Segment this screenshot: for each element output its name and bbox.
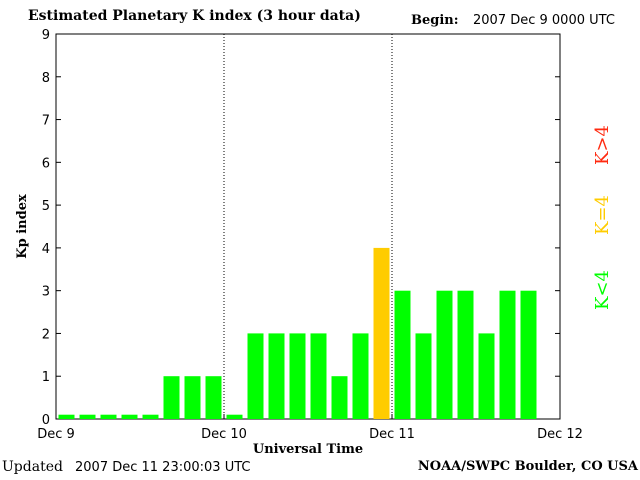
kp-bar <box>499 290 516 419</box>
legend-item: K<4 <box>592 270 613 310</box>
y-tick-label: 5 <box>42 199 50 214</box>
y-tick-label: 3 <box>42 285 50 300</box>
legend-item: K>4 <box>592 125 613 165</box>
kp-bar <box>79 414 96 419</box>
kp-bar <box>415 333 432 419</box>
y-tick-label: 4 <box>42 242 50 257</box>
legend-item: K=4 <box>592 195 613 235</box>
y-tick-label: 1 <box>42 370 50 385</box>
kp-bar <box>457 290 474 419</box>
y-tick-label: 7 <box>42 114 50 129</box>
kp-bar <box>100 414 117 419</box>
kp-bar <box>289 333 306 419</box>
kp-bar <box>163 376 180 419</box>
kp-bar <box>520 290 537 419</box>
x-tick-label: Dec 10 <box>201 427 247 442</box>
kp-bar <box>268 333 285 419</box>
kp-bar <box>247 333 264 419</box>
kp-bar <box>142 414 159 419</box>
kp-bar <box>436 290 453 419</box>
kp-bar <box>226 414 243 419</box>
y-tick-label: 8 <box>42 71 50 86</box>
kp-bar <box>184 376 201 419</box>
kp-bar <box>352 333 369 419</box>
y-tick-label: 0 <box>42 413 50 428</box>
begin-label: Begin: <box>411 13 459 28</box>
kp-bar <box>478 333 495 419</box>
kp-bar <box>205 376 222 419</box>
kp-bar <box>310 333 327 419</box>
kp-bar <box>373 247 390 419</box>
updated-label: Updated <box>2 459 63 475</box>
y-tick-label: 9 <box>42 28 50 43</box>
begin-value: 2007 Dec 9 0000 UTC <box>473 13 615 28</box>
y-tick-label: 6 <box>42 156 50 171</box>
kp-bar <box>121 414 138 419</box>
y-tick-label: 2 <box>42 327 50 342</box>
y-axis-label: Kp index <box>15 194 30 259</box>
chart-title: Estimated Planetary K index (3 hour data… <box>28 8 361 24</box>
kp-bar <box>394 290 411 419</box>
x-axis-label: Universal Time <box>253 442 363 457</box>
updated-value: 2007 Dec 11 23:00:03 UTC <box>75 460 251 475</box>
x-tick-label: Dec 9 <box>37 427 75 442</box>
x-tick-label: Dec 11 <box>369 427 415 442</box>
kp-bar <box>58 414 75 419</box>
source-label: NOAA/SWPC Boulder, CO USA <box>417 459 638 474</box>
plot-frame <box>55 33 561 420</box>
kp-bar <box>331 376 348 419</box>
x-tick-label: Dec 12 <box>537 427 583 442</box>
